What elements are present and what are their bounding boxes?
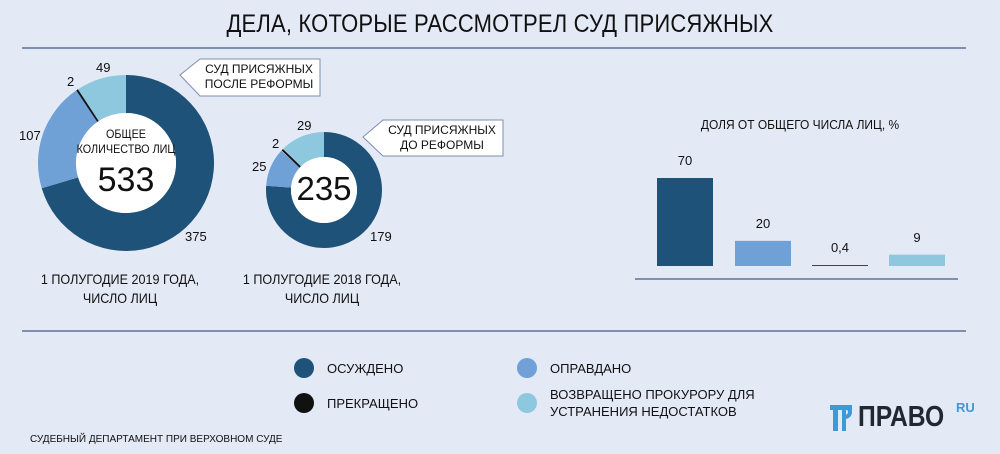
donut-hole (76, 113, 176, 213)
value-label: 179 (370, 229, 392, 244)
value-label: 375 (185, 229, 207, 244)
legend-label: ПРЕКРАЩЕНО (327, 396, 419, 411)
legend-label: ВОЗВРАЩЕНО ПРОКУРОРУ ДЛЯ УСТРАНЕНИЯ НЕДО… (550, 387, 755, 419)
legend-swatch-convicted (294, 358, 314, 378)
source-note: СУДЕБНЫЙ ДЕПАРТАМЕНТ ПРИ ВЕРХОВНОМ СУДЕ (30, 434, 283, 445)
legend-label: ОПРАВДАНО (550, 361, 632, 376)
bar-value-label: 0,4 (830, 240, 850, 255)
slice-acquitted (266, 150, 300, 188)
callout-2019: СУД ПРИСЯЖНЫХ ПОСЛЕ РЕФОРМЫ (204, 62, 314, 91)
caption-2019: 1 ПОЛУГОДИЕ 2019 ГОДА, ЧИСЛО ЛИЦ (40, 271, 200, 306)
logo-icon (830, 405, 854, 431)
donut-2019 (38, 75, 214, 252)
legend-swatch-acquitted (517, 358, 537, 378)
bar-value-label: 9 (913, 229, 921, 245)
top-divider (22, 47, 966, 49)
logo-text: ПРАВО (858, 401, 945, 433)
legend-label: ОСУЖДЕНО (327, 361, 404, 376)
legend-swatch-returned (517, 393, 537, 413)
bottom-divider (22, 330, 966, 332)
total-2019: 533 (97, 161, 155, 199)
value-label: 2 (272, 136, 280, 151)
slice-acquitted (38, 90, 98, 189)
bar-convicted (657, 178, 713, 266)
center-label: ОБЩЕЕ КОЛИЧЕСТВО ЛИЦ (76, 127, 176, 156)
value-label: 107 (19, 128, 41, 143)
bar-chart-title: ДОЛЯ ОТ ОБЩЕГО ЧИСЛА ЛИЦ, % (700, 117, 900, 132)
slice-returned (77, 75, 126, 122)
caption-2018: 1 ПОЛУГОДИЕ 2018 ГОДА, ЧИСЛО ЛИЦ (242, 271, 402, 306)
bar-value-label: 70 (677, 153, 693, 168)
slice-terminated (76, 89, 100, 122)
value-label: 29 (297, 118, 312, 133)
donut-hole (291, 157, 357, 223)
bar-terminated (812, 265, 868, 266)
callout-2018: СУД ПРИСЯЖНЫХ ДО РЕФОРМЫ (388, 123, 496, 152)
slice-terminated (281, 148, 301, 168)
slice-returned (283, 132, 324, 167)
legend-swatch-terminated (294, 393, 314, 413)
value-label: 49 (96, 60, 111, 75)
donut-2018 (266, 132, 382, 248)
total-2018: 235 (296, 170, 352, 207)
page-title: ДЕЛА, КОТОРЫЕ РАССМОТРЕЛ СУД ПРИСЯЖНЫХ (226, 10, 774, 38)
bar-returned (889, 254, 945, 266)
bar-chart (657, 178, 945, 266)
value-label: 25 (252, 159, 267, 174)
callout-2019-shape (179, 58, 321, 97)
bar-acquitted (735, 240, 791, 266)
logo-suffix: RU (956, 400, 975, 415)
slice-convicted (41, 75, 214, 252)
bar-value-label: 20 (755, 215, 771, 231)
callout-2018-shape (362, 119, 504, 157)
slice-convicted (266, 132, 382, 248)
value-label: 2 (67, 74, 75, 89)
